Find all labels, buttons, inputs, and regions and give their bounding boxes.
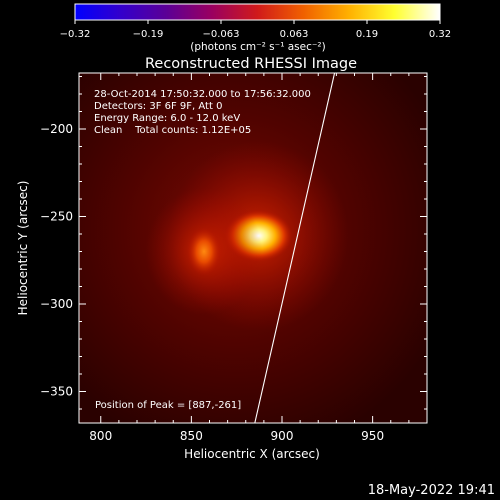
y-tick-label: −300 [40, 297, 73, 311]
observation-info: 28-Oct-2014 17:50:32.000 to 17:56:32.000… [94, 89, 311, 136]
y-tick-label: −250 [40, 210, 73, 224]
colorbar-tick-label: 0.19 [356, 29, 378, 40]
x-axis-label: Heliocentric X (arcsec) [184, 447, 320, 461]
image-title: Reconstructed RHESSI Image [145, 56, 357, 72]
colorbar-tick-label: 0.32 [429, 29, 451, 40]
timestamp: 18-May-2022 19:41 [368, 483, 495, 498]
y-axis-label: Heliocentric Y (arcsec) [16, 181, 30, 316]
info-line: Detectors: 3F 6F 9F, Att 0 [94, 101, 222, 112]
info-line: Clean Total counts: 1.12E+05 [94, 125, 251, 136]
x-tick-label: 950 [361, 429, 384, 443]
x-tick-label: 900 [271, 429, 294, 443]
plot-frame [78, 72, 428, 424]
x-tick-label: 800 [89, 429, 112, 443]
y-tick-label: −200 [40, 122, 73, 136]
info-line: Energy Range: 6.0 - 12.0 keV [94, 113, 240, 124]
x-tick-label: 850 [180, 429, 203, 443]
flare-sources [145, 140, 349, 331]
colorbar-tick-label: 0.063 [280, 29, 309, 40]
info-line: 28-Oct-2014 17:50:32.000 to 17:56:32.000 [94, 89, 311, 100]
solar-limb-curve [254, 73, 336, 423]
peak-position-text: Position of Peak = [887,-261] [95, 400, 241, 411]
secondary-source [187, 227, 222, 276]
colorbar-tick-label: −0.32 [60, 29, 91, 40]
axis-ticks: 800 850 900 950 −200 −250 −300 −350 [40, 73, 427, 443]
colorbar-unit-label: (photons cm⁻² s⁻¹ asec⁻²) [190, 41, 325, 53]
colorbar [74, 3, 441, 21]
colorbar-tick-label: −0.19 [133, 29, 164, 40]
colorbar-tick-label: −0.063 [202, 29, 239, 40]
y-tick-label: −350 [40, 385, 73, 399]
colorbar-ticks: −0.32 −0.19 −0.063 0.063 0.19 0.32 [60, 20, 451, 40]
image-plot: 800 850 900 950 −200 −250 −300 −350 [40, 72, 428, 443]
